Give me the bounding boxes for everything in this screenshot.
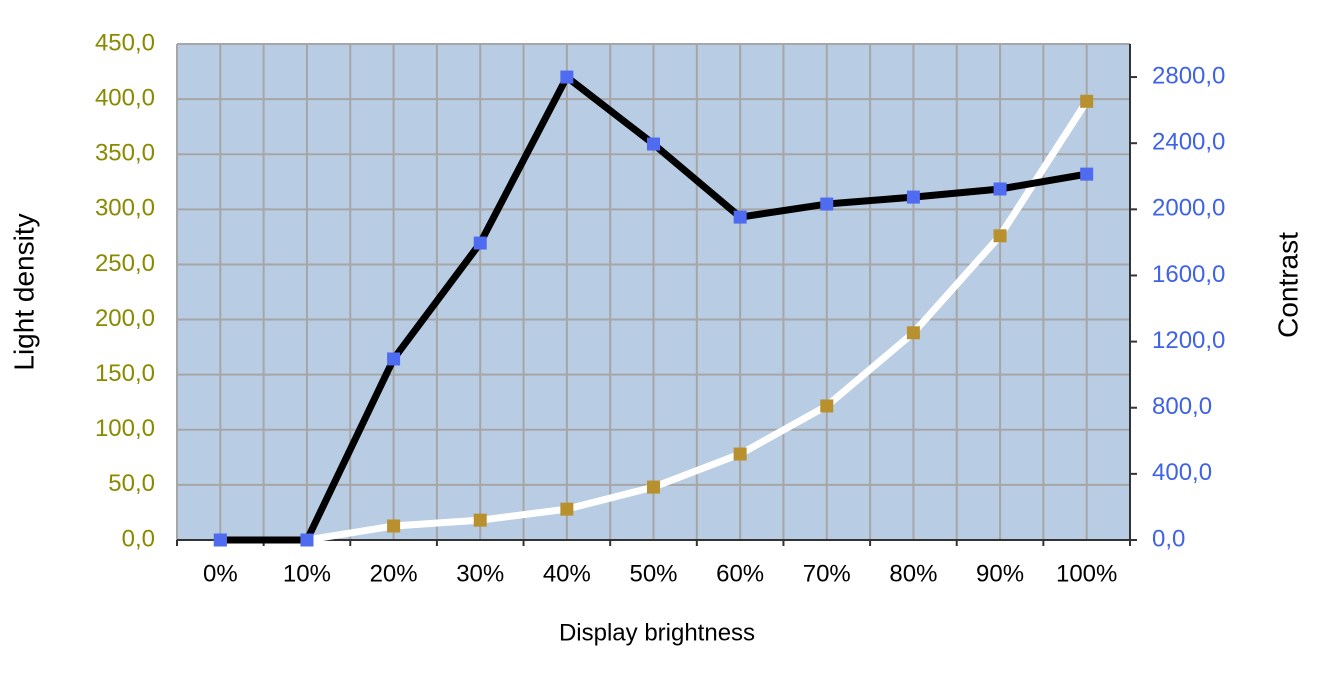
- marker: [820, 399, 834, 413]
- x-tick-label: 10%: [283, 560, 331, 587]
- x-tick-label: 90%: [976, 560, 1024, 587]
- y-tick-label: 0,0: [122, 525, 155, 552]
- marker: [300, 533, 314, 547]
- y2-axis-title: Contrast: [1272, 232, 1303, 338]
- marker: [993, 229, 1007, 243]
- x-tick-label: 50%: [629, 560, 677, 587]
- x-tick-label: 70%: [803, 560, 851, 587]
- y2-tick-label: 1600,0: [1152, 261, 1225, 288]
- marker: [993, 182, 1007, 196]
- y-tick-label: 450,0: [95, 29, 155, 56]
- marker: [906, 326, 920, 340]
- x-tick-label: 100%: [1056, 560, 1117, 587]
- y2-tick-label: 0,0: [1152, 525, 1185, 552]
- marker: [1080, 94, 1094, 108]
- y2-tick-label: 2400,0: [1152, 129, 1225, 156]
- marker: [647, 137, 660, 151]
- x-tick-label: 40%: [543, 560, 591, 587]
- y2-tick-label: 2800,0: [1152, 62, 1225, 89]
- x-tick-label: 60%: [716, 560, 764, 587]
- marker: [820, 197, 834, 211]
- marker: [560, 502, 574, 516]
- y2-tick-label: 400,0: [1152, 459, 1212, 486]
- marker: [733, 210, 747, 224]
- x-tick-label: 80%: [889, 560, 937, 587]
- marker: [473, 236, 487, 250]
- y-axis-title: Light density: [8, 213, 39, 370]
- y-tick-label: 300,0: [95, 195, 155, 222]
- marker: [387, 352, 401, 366]
- x-tick-label: 0%: [203, 560, 238, 587]
- marker: [1080, 167, 1094, 181]
- marker: [473, 513, 487, 527]
- y2-tick-label: 800,0: [1152, 393, 1212, 420]
- y-tick-label: 400,0: [95, 84, 155, 111]
- marker: [733, 447, 747, 461]
- x-tick-label: 30%: [456, 560, 504, 587]
- marker: [213, 533, 227, 547]
- marker: [387, 519, 401, 533]
- y-tick-label: 50,0: [108, 470, 155, 497]
- y2-tick-label: 1200,0: [1152, 327, 1225, 354]
- y-tick-label: 350,0: [95, 140, 155, 167]
- x-axis-title: Display brightness: [559, 619, 755, 646]
- y-tick-label: 100,0: [95, 415, 155, 442]
- y2-tick-label: 2000,0: [1152, 195, 1225, 222]
- x-tick-label: 20%: [370, 560, 418, 587]
- marker: [647, 480, 660, 494]
- marker: [560, 70, 574, 84]
- y-tick-label: 150,0: [95, 360, 155, 387]
- y-tick-label: 200,0: [95, 305, 155, 332]
- y-tick-label: 250,0: [95, 250, 155, 277]
- marker: [906, 190, 920, 204]
